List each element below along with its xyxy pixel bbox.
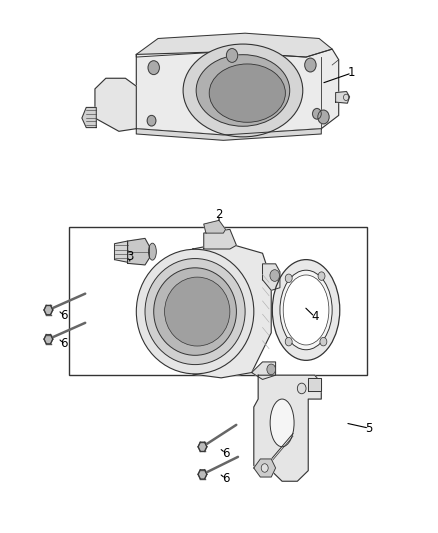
- Polygon shape: [204, 220, 226, 233]
- Text: 6: 6: [60, 309, 67, 322]
- Ellipse shape: [196, 55, 290, 126]
- Circle shape: [148, 61, 159, 75]
- Ellipse shape: [283, 275, 329, 345]
- Ellipse shape: [183, 44, 303, 137]
- Circle shape: [313, 109, 321, 119]
- Circle shape: [297, 383, 306, 394]
- Polygon shape: [44, 305, 53, 314]
- Polygon shape: [136, 49, 339, 135]
- Text: 2: 2: [215, 208, 223, 221]
- Polygon shape: [193, 243, 271, 378]
- Ellipse shape: [154, 268, 237, 356]
- Text: 4: 4: [311, 310, 318, 324]
- Polygon shape: [44, 335, 53, 344]
- Circle shape: [147, 115, 156, 126]
- Polygon shape: [204, 229, 237, 249]
- Circle shape: [285, 274, 292, 282]
- Polygon shape: [262, 264, 280, 290]
- Text: 6: 6: [222, 447, 229, 459]
- Polygon shape: [115, 241, 127, 262]
- Circle shape: [285, 337, 292, 346]
- Circle shape: [267, 364, 276, 375]
- Ellipse shape: [209, 64, 286, 122]
- Text: 5: 5: [365, 422, 373, 435]
- Polygon shape: [198, 470, 207, 479]
- Polygon shape: [252, 362, 276, 379]
- Polygon shape: [336, 92, 350, 103]
- Text: 6: 6: [222, 472, 229, 485]
- Circle shape: [318, 272, 325, 280]
- Circle shape: [305, 58, 316, 72]
- Ellipse shape: [270, 399, 294, 447]
- Ellipse shape: [165, 277, 230, 346]
- Circle shape: [318, 110, 329, 124]
- Polygon shape: [136, 128, 321, 140]
- Text: 3: 3: [126, 251, 134, 263]
- Text: 1: 1: [348, 67, 356, 79]
- Polygon shape: [254, 375, 321, 481]
- Circle shape: [261, 464, 268, 472]
- Polygon shape: [82, 108, 96, 127]
- Polygon shape: [308, 378, 321, 391]
- Circle shape: [320, 337, 327, 346]
- Ellipse shape: [280, 270, 332, 350]
- Circle shape: [226, 49, 238, 62]
- Ellipse shape: [148, 243, 156, 260]
- Polygon shape: [254, 459, 276, 477]
- Ellipse shape: [136, 249, 254, 374]
- Text: 6: 6: [60, 337, 67, 350]
- Circle shape: [270, 270, 279, 281]
- Ellipse shape: [272, 260, 340, 360]
- Polygon shape: [95, 78, 136, 131]
- Ellipse shape: [145, 259, 245, 365]
- Polygon shape: [127, 238, 149, 265]
- Bar: [69, 227, 367, 375]
- Polygon shape: [198, 442, 207, 451]
- Polygon shape: [136, 33, 332, 57]
